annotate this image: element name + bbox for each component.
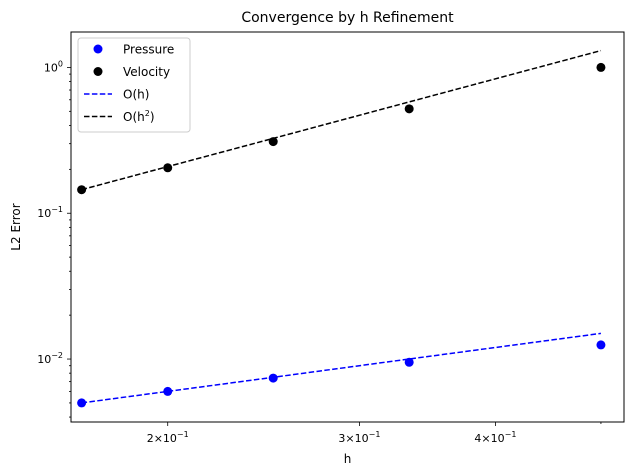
x-tick-label-exponent: −1 — [505, 430, 517, 439]
data-point-velocity — [596, 62, 606, 72]
x-tick-label-exponent: −1 — [369, 430, 381, 439]
series-line-o-h2 — [81, 49, 602, 191]
y-tick-label-exponent: −2 — [51, 351, 63, 360]
chart-title: Convergence by h Refinement — [241, 10, 454, 26]
x-tick-label-base: 2×10 — [147, 432, 177, 445]
legend-label-suffix: ) — [150, 110, 155, 124]
legend-label: Pressure — [123, 43, 174, 57]
legend-label: O(h2) — [123, 109, 155, 124]
x-tick-label-base: 3×10 — [338, 432, 368, 445]
y-tick-label: 10−2 — [37, 351, 63, 366]
data-point-velocity — [163, 163, 173, 173]
legend-label-text: Velocity — [123, 65, 170, 79]
y-tick-label-base: 10 — [37, 353, 51, 366]
x-axis-label: h — [344, 452, 352, 466]
data-point-pressure — [596, 340, 606, 350]
legend-marker-pressure — [93, 44, 103, 54]
y-tick-label-base: 10 — [44, 61, 58, 74]
legend-box — [77, 37, 191, 133]
x-tick-label: 2×10−1 — [147, 430, 189, 445]
legend-marker-velocity — [93, 67, 103, 76]
x-tick-label: 3×10−1 — [338, 430, 380, 445]
legend-label-text: O(h — [123, 110, 145, 124]
y-tick-label: 100 — [44, 59, 63, 74]
legend-label-superscript: 2 — [145, 109, 150, 118]
data-point-velocity — [268, 137, 278, 147]
y-axis-label: L2 Error — [9, 203, 23, 250]
x-tick-label-exponent: −1 — [177, 430, 189, 439]
x-tick-label-base: 4×10 — [474, 432, 504, 445]
legend-label-text: O(h) — [123, 88, 149, 102]
legend-label-text: Pressure — [123, 43, 174, 57]
y-tick-label: 10−1 — [37, 205, 63, 220]
data-point-velocity — [404, 104, 414, 114]
legend-label: O(h) — [123, 88, 149, 102]
y-tick-label-base: 10 — [37, 207, 51, 220]
data-point-pressure — [163, 386, 173, 396]
legend-label: Velocity — [123, 65, 170, 79]
data-point-pressure — [268, 373, 278, 383]
series-line-o-h — [81, 332, 601, 404]
x-tick-label: 4×10−1 — [474, 430, 516, 445]
y-tick-label-exponent: 0 — [58, 59, 63, 68]
y-tick-label-exponent: −1 — [51, 205, 63, 214]
